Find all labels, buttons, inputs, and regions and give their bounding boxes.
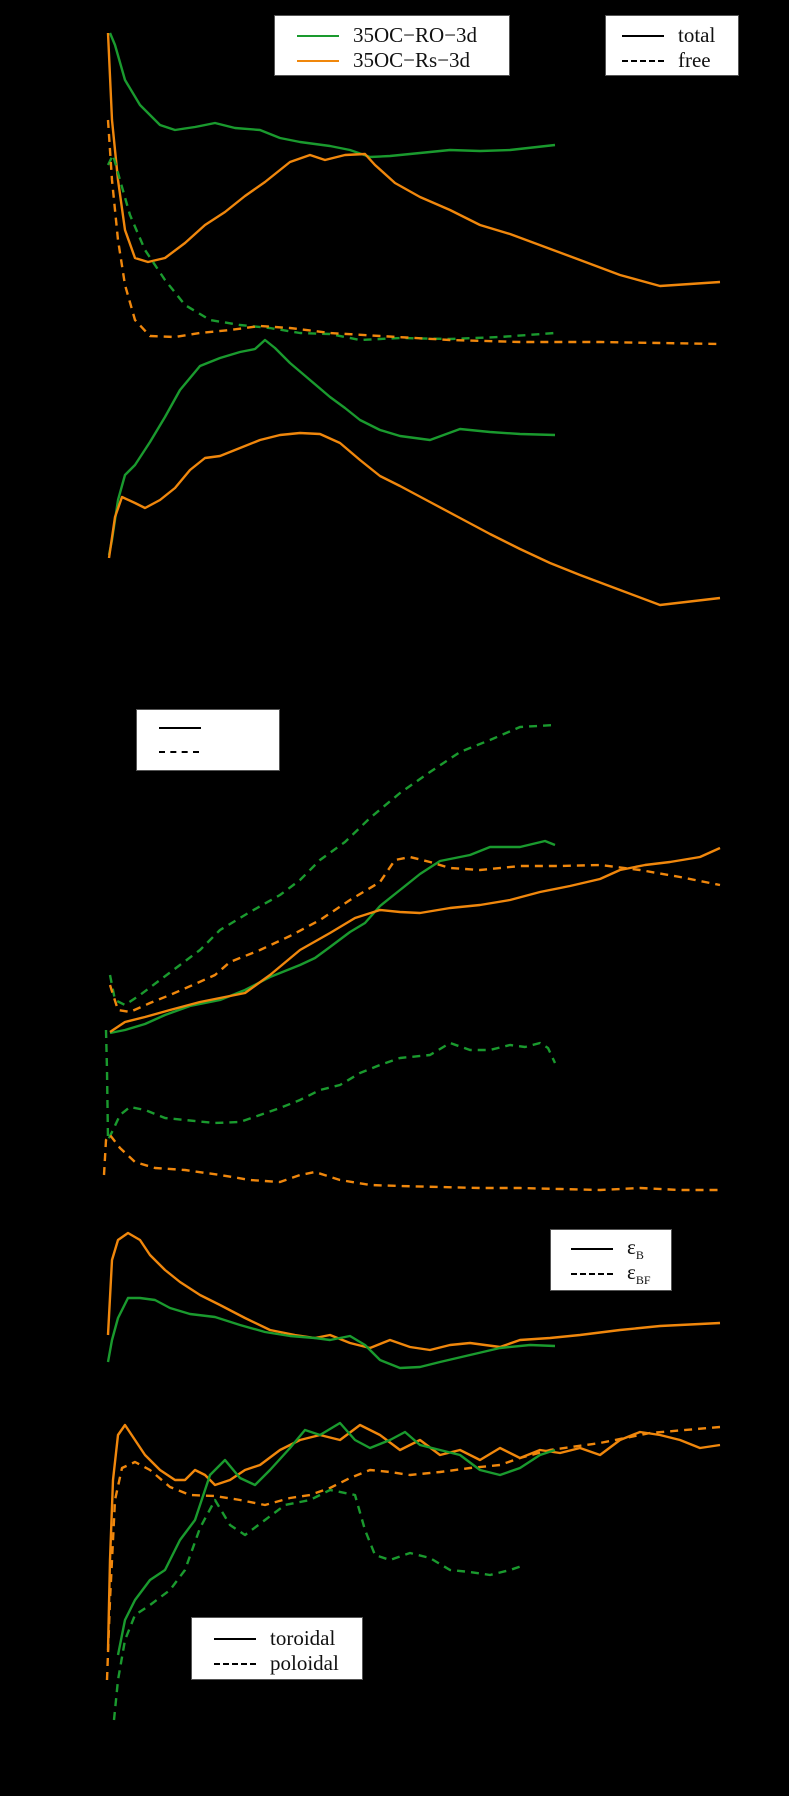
legend-label-poloidal: poloidal xyxy=(270,1651,339,1675)
legend-label-ro: 35OC−RO−3d xyxy=(353,23,478,47)
solid-line-swatch-icon xyxy=(622,34,664,37)
legend-total-free: total free xyxy=(605,15,739,76)
legend-item-toroidal: toroidal xyxy=(214,1628,335,1649)
orange-line-swatch-icon xyxy=(297,59,339,62)
series-line xyxy=(106,153,556,342)
chart-panel-3 xyxy=(106,1231,721,1370)
series-line xyxy=(108,723,556,1007)
series-line xyxy=(109,839,556,1035)
series-line xyxy=(112,1488,526,1721)
legend-label-rs: 35OC−Rs−3d xyxy=(353,48,471,72)
legend-field: toroidal poloidal xyxy=(191,1617,363,1680)
series-line xyxy=(106,1423,721,1651)
legend-item-eps-bf: εBF xyxy=(571,1262,651,1286)
series-line xyxy=(108,855,721,1014)
legend-label-free: free xyxy=(678,48,711,72)
legend-item-rs: 35OC−Rs−3d xyxy=(297,50,470,71)
legend-label-toroidal: toroidal xyxy=(270,1626,336,1650)
legend-runs: 35OC−RO−3d 35OC−Rs−3d xyxy=(274,15,510,76)
legend-label-eps-bf: εBF xyxy=(627,1260,651,1288)
chart-panel-1 xyxy=(106,32,721,607)
legend-item-solid xyxy=(159,727,215,729)
green-line-swatch-icon xyxy=(297,34,339,37)
dashed-line-swatch-icon xyxy=(159,751,199,753)
legend-epsilon: εB εBF xyxy=(550,1229,672,1291)
series-line xyxy=(107,431,721,607)
legend-label-total: total xyxy=(678,23,716,47)
series-line xyxy=(104,1029,557,1142)
legend-item-poloidal: poloidal xyxy=(214,1653,339,1674)
series-line xyxy=(102,1133,720,1192)
series-line xyxy=(107,338,556,556)
solid-line-swatch-icon xyxy=(571,1248,613,1251)
series-line xyxy=(106,119,721,346)
legend-item-total: total xyxy=(622,25,715,46)
legend-item-dashed xyxy=(159,751,213,753)
dashed-line-swatch-icon xyxy=(622,59,664,62)
legend-item-ro: 35OC−RO−3d xyxy=(297,25,477,46)
dashed-line-swatch-icon xyxy=(214,1662,256,1665)
solid-line-swatch-icon xyxy=(214,1637,256,1640)
series-line xyxy=(106,1296,556,1370)
chart-panel-2 xyxy=(102,723,721,1192)
legend-label-eps-b: εB xyxy=(627,1235,644,1263)
legend-item-eps-b: εB xyxy=(571,1237,644,1261)
dashed-line-swatch-icon xyxy=(571,1273,613,1276)
series-line xyxy=(105,1425,721,1681)
series-line xyxy=(109,846,721,1033)
series-line xyxy=(106,32,721,288)
series-line xyxy=(116,1421,556,1656)
series-line xyxy=(106,1231,721,1352)
legend-item-free: free xyxy=(622,50,711,71)
legend-panel2 xyxy=(136,709,280,771)
series-line xyxy=(108,32,556,159)
chart-panel-4 xyxy=(105,1421,721,1721)
series-layer xyxy=(102,32,721,1721)
solid-line-swatch-icon xyxy=(159,727,201,729)
